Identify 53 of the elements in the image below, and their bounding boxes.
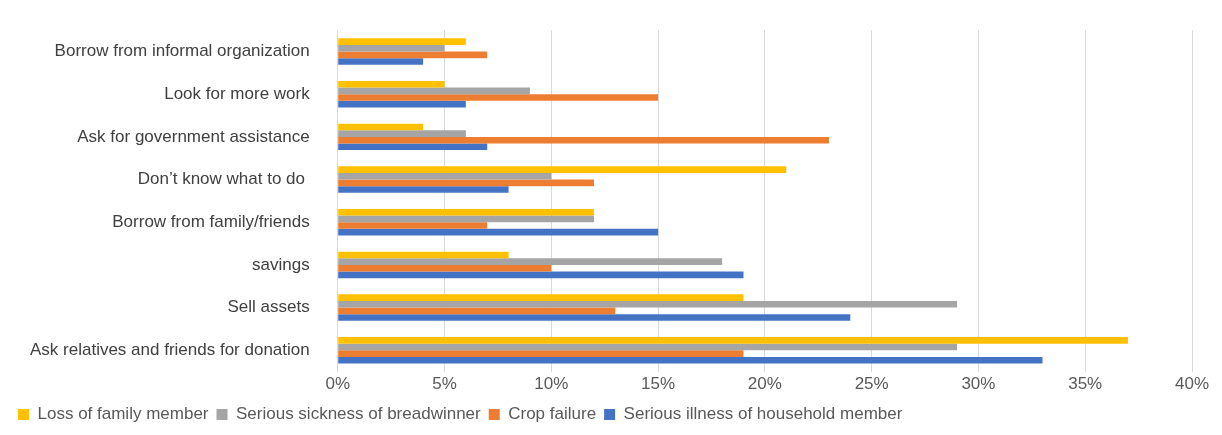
bar [338, 356, 1043, 364]
x-tick-label: 20% [747, 374, 782, 394]
x-tick-label: 10% [534, 374, 569, 394]
legend-label: Loss of family member [37, 404, 209, 424]
bar [338, 130, 466, 137]
y-tick-label: Ask for government assistance [77, 126, 310, 146]
bar [338, 337, 1128, 344]
bar [338, 44, 445, 52]
x-tick-label: 0% [325, 374, 350, 394]
x-tick-label: 5% [432, 374, 457, 394]
bar [338, 294, 744, 301]
x-tick-label: 40% [1174, 374, 1210, 394]
bar [338, 172, 552, 180]
bar [338, 80, 445, 88]
x-tick-label: 25% [854, 374, 889, 394]
bar [338, 143, 488, 151]
bar [338, 215, 594, 223]
bar [338, 166, 787, 173]
legend-label: Crop failure [508, 404, 597, 424]
x-tick-label: 15% [641, 374, 676, 394]
bar [338, 264, 552, 272]
bar [338, 222, 488, 229]
x-tick-label: 30% [961, 374, 996, 394]
bar [338, 38, 466, 45]
bar [338, 123, 424, 131]
bar [338, 136, 829, 144]
bar [338, 350, 744, 357]
bar [338, 186, 509, 193]
y-tick-label: Ask relatives and friends for donation [29, 339, 310, 359]
bar [338, 251, 509, 259]
y-tick-label: Sell assets [227, 297, 310, 317]
bar [338, 100, 466, 108]
legend-label: Serious illness of household member [623, 404, 903, 424]
bar [338, 228, 659, 236]
bar [338, 343, 958, 351]
y-tick-label: savings [252, 254, 310, 274]
bar [338, 179, 594, 187]
bar [338, 58, 424, 65]
bar [338, 258, 723, 265]
y-tick-label: Look for more work [164, 83, 311, 103]
bar [338, 94, 659, 101]
bar [338, 271, 744, 279]
y-tick-label: Borrow from family/friends [112, 211, 310, 231]
bar [338, 209, 594, 216]
bar [338, 314, 851, 321]
legend-label: Serious sickness of breadwinner [236, 404, 482, 424]
bar [338, 307, 616, 315]
bar [338, 87, 530, 95]
x-tick-label: 35% [1068, 374, 1103, 394]
bar [338, 51, 488, 59]
bar [338, 300, 958, 308]
y-tick-label: Borrow from informal organization [54, 41, 310, 61]
y-tick-label: Don’t know what to do [137, 169, 310, 189]
